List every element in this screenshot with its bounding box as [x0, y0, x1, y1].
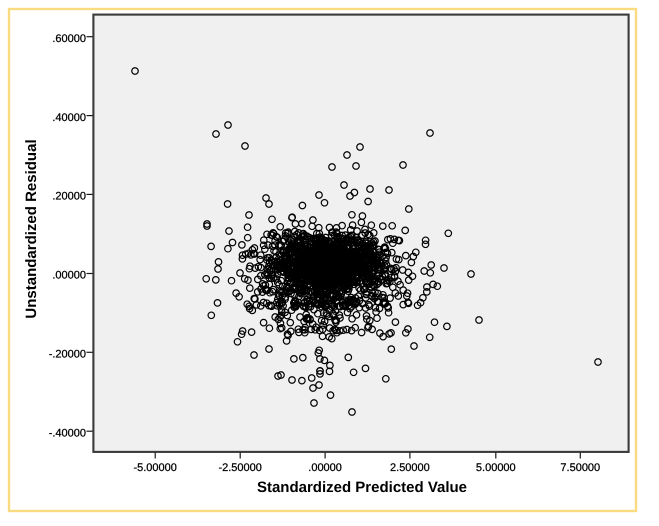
svg-text:.00000: .00000	[52, 270, 86, 282]
svg-text:5.00000: 5.00000	[476, 462, 516, 474]
svg-text:-.20000: -.20000	[49, 349, 86, 361]
svg-text:2.50000: 2.50000	[390, 462, 430, 474]
svg-text:Standardized Predicted Value: Standardized Predicted Value	[257, 479, 467, 496]
svg-text:.00000: .00000	[308, 462, 342, 474]
svg-text:.40000: .40000	[52, 112, 86, 124]
svg-text:-2.50000: -2.50000	[218, 462, 261, 474]
svg-text:.60000: .60000	[52, 33, 86, 45]
svg-text:-.40000: -.40000	[49, 427, 86, 439]
svg-text:7.50000: 7.50000	[560, 462, 600, 474]
svg-text:-5.00000: -5.00000	[133, 462, 176, 474]
svg-text:.20000: .20000	[52, 191, 86, 203]
svg-text:Unstandardized Residual: Unstandardized Residual	[23, 139, 40, 318]
